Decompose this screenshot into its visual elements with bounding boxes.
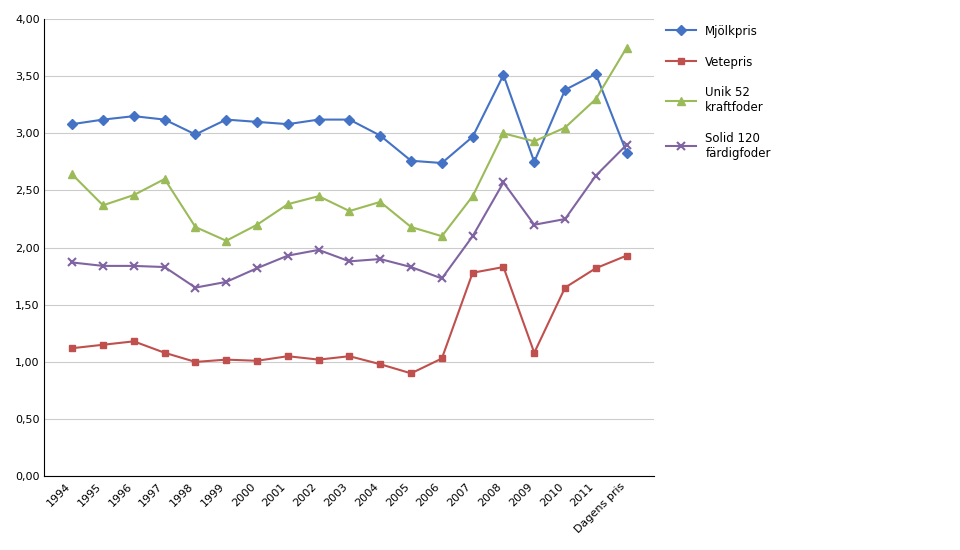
Solid 120
färdigfoder xyxy=(497,179,509,186)
Unik 52
kraftfoder xyxy=(344,208,355,214)
Vetepris xyxy=(497,264,509,271)
Mjölkpris xyxy=(560,86,571,93)
Vetepris xyxy=(529,349,540,356)
Vetepris xyxy=(467,270,478,276)
Line: Unik 52
kraftfoder: Unik 52 kraftfoder xyxy=(68,43,631,245)
Unik 52
kraftfoder xyxy=(221,238,232,244)
Solid 120
färdigfoder xyxy=(66,259,78,266)
Unik 52
kraftfoder xyxy=(66,171,78,178)
Solid 120
färdigfoder xyxy=(621,141,633,148)
Vetepris xyxy=(66,345,78,351)
Solid 120
färdigfoder xyxy=(560,216,571,222)
Unik 52
kraftfoder xyxy=(405,224,417,230)
Vetepris xyxy=(374,361,386,367)
Solid 120
färdigfoder xyxy=(221,279,232,285)
Unik 52
kraftfoder xyxy=(313,193,324,200)
Mjölkpris xyxy=(529,158,540,165)
Vetepris xyxy=(590,265,602,272)
Mjölkpris xyxy=(190,131,202,138)
Mjölkpris xyxy=(467,134,478,140)
Line: Mjölkpris: Mjölkpris xyxy=(69,70,630,167)
Unik 52
kraftfoder xyxy=(560,124,571,131)
Solid 120
färdigfoder xyxy=(252,265,263,272)
Vetepris xyxy=(621,252,633,259)
Mjölkpris xyxy=(66,121,78,128)
Solid 120
färdigfoder xyxy=(374,256,386,262)
Mjölkpris xyxy=(313,116,324,123)
Mjölkpris xyxy=(621,150,633,156)
Mjölkpris xyxy=(405,157,417,164)
Vetepris xyxy=(436,355,447,362)
Unik 52
kraftfoder xyxy=(621,45,633,51)
Vetepris xyxy=(405,370,417,377)
Solid 120
färdigfoder xyxy=(313,246,324,253)
Solid 120
färdigfoder xyxy=(405,264,417,271)
Unik 52
kraftfoder xyxy=(252,222,263,228)
Mjölkpris xyxy=(252,119,263,125)
Solid 120
färdigfoder xyxy=(529,222,540,228)
Legend: Mjölkpris, Vetepris, Unik 52
kraftfoder, Solid 120
färdigfoder: Mjölkpris, Vetepris, Unik 52 kraftfoder,… xyxy=(666,25,771,160)
Unik 52
kraftfoder xyxy=(158,176,170,183)
Vetepris xyxy=(313,356,324,363)
Solid 120
färdigfoder xyxy=(128,262,139,269)
Mjölkpris xyxy=(436,160,447,166)
Mjölkpris xyxy=(344,116,355,123)
Unik 52
kraftfoder xyxy=(529,138,540,145)
Vetepris xyxy=(560,284,571,291)
Vetepris xyxy=(252,358,263,364)
Solid 120
färdigfoder xyxy=(590,172,602,179)
Unik 52
kraftfoder xyxy=(436,233,447,239)
Unik 52
kraftfoder xyxy=(282,201,294,207)
Line: Vetepris: Vetepris xyxy=(69,252,630,377)
Mjölkpris xyxy=(282,121,294,128)
Line: Solid 120
färdigfoder: Solid 120 färdigfoder xyxy=(68,141,631,292)
Mjölkpris xyxy=(497,72,509,78)
Unik 52
kraftfoder xyxy=(374,199,386,205)
Solid 120
färdigfoder xyxy=(190,284,202,291)
Vetepris xyxy=(221,356,232,363)
Solid 120
färdigfoder xyxy=(282,252,294,259)
Vetepris xyxy=(282,353,294,360)
Mjölkpris xyxy=(590,70,602,77)
Mjölkpris xyxy=(158,116,170,123)
Vetepris xyxy=(128,338,139,345)
Solid 120
färdigfoder xyxy=(97,262,108,269)
Unik 52
kraftfoder xyxy=(467,193,478,200)
Vetepris xyxy=(190,359,202,365)
Mjölkpris xyxy=(221,116,232,123)
Solid 120
färdigfoder xyxy=(158,264,170,271)
Unik 52
kraftfoder xyxy=(497,130,509,136)
Solid 120
färdigfoder xyxy=(467,233,478,239)
Mjölkpris xyxy=(97,116,108,123)
Solid 120
färdigfoder xyxy=(436,275,447,282)
Mjölkpris xyxy=(128,113,139,119)
Vetepris xyxy=(344,353,355,360)
Unik 52
kraftfoder xyxy=(97,202,108,208)
Solid 120
färdigfoder xyxy=(344,258,355,265)
Mjölkpris xyxy=(374,133,386,139)
Unik 52
kraftfoder xyxy=(590,96,602,102)
Unik 52
kraftfoder xyxy=(128,192,139,199)
Vetepris xyxy=(158,349,170,356)
Unik 52
kraftfoder xyxy=(190,224,202,230)
Vetepris xyxy=(97,342,108,348)
